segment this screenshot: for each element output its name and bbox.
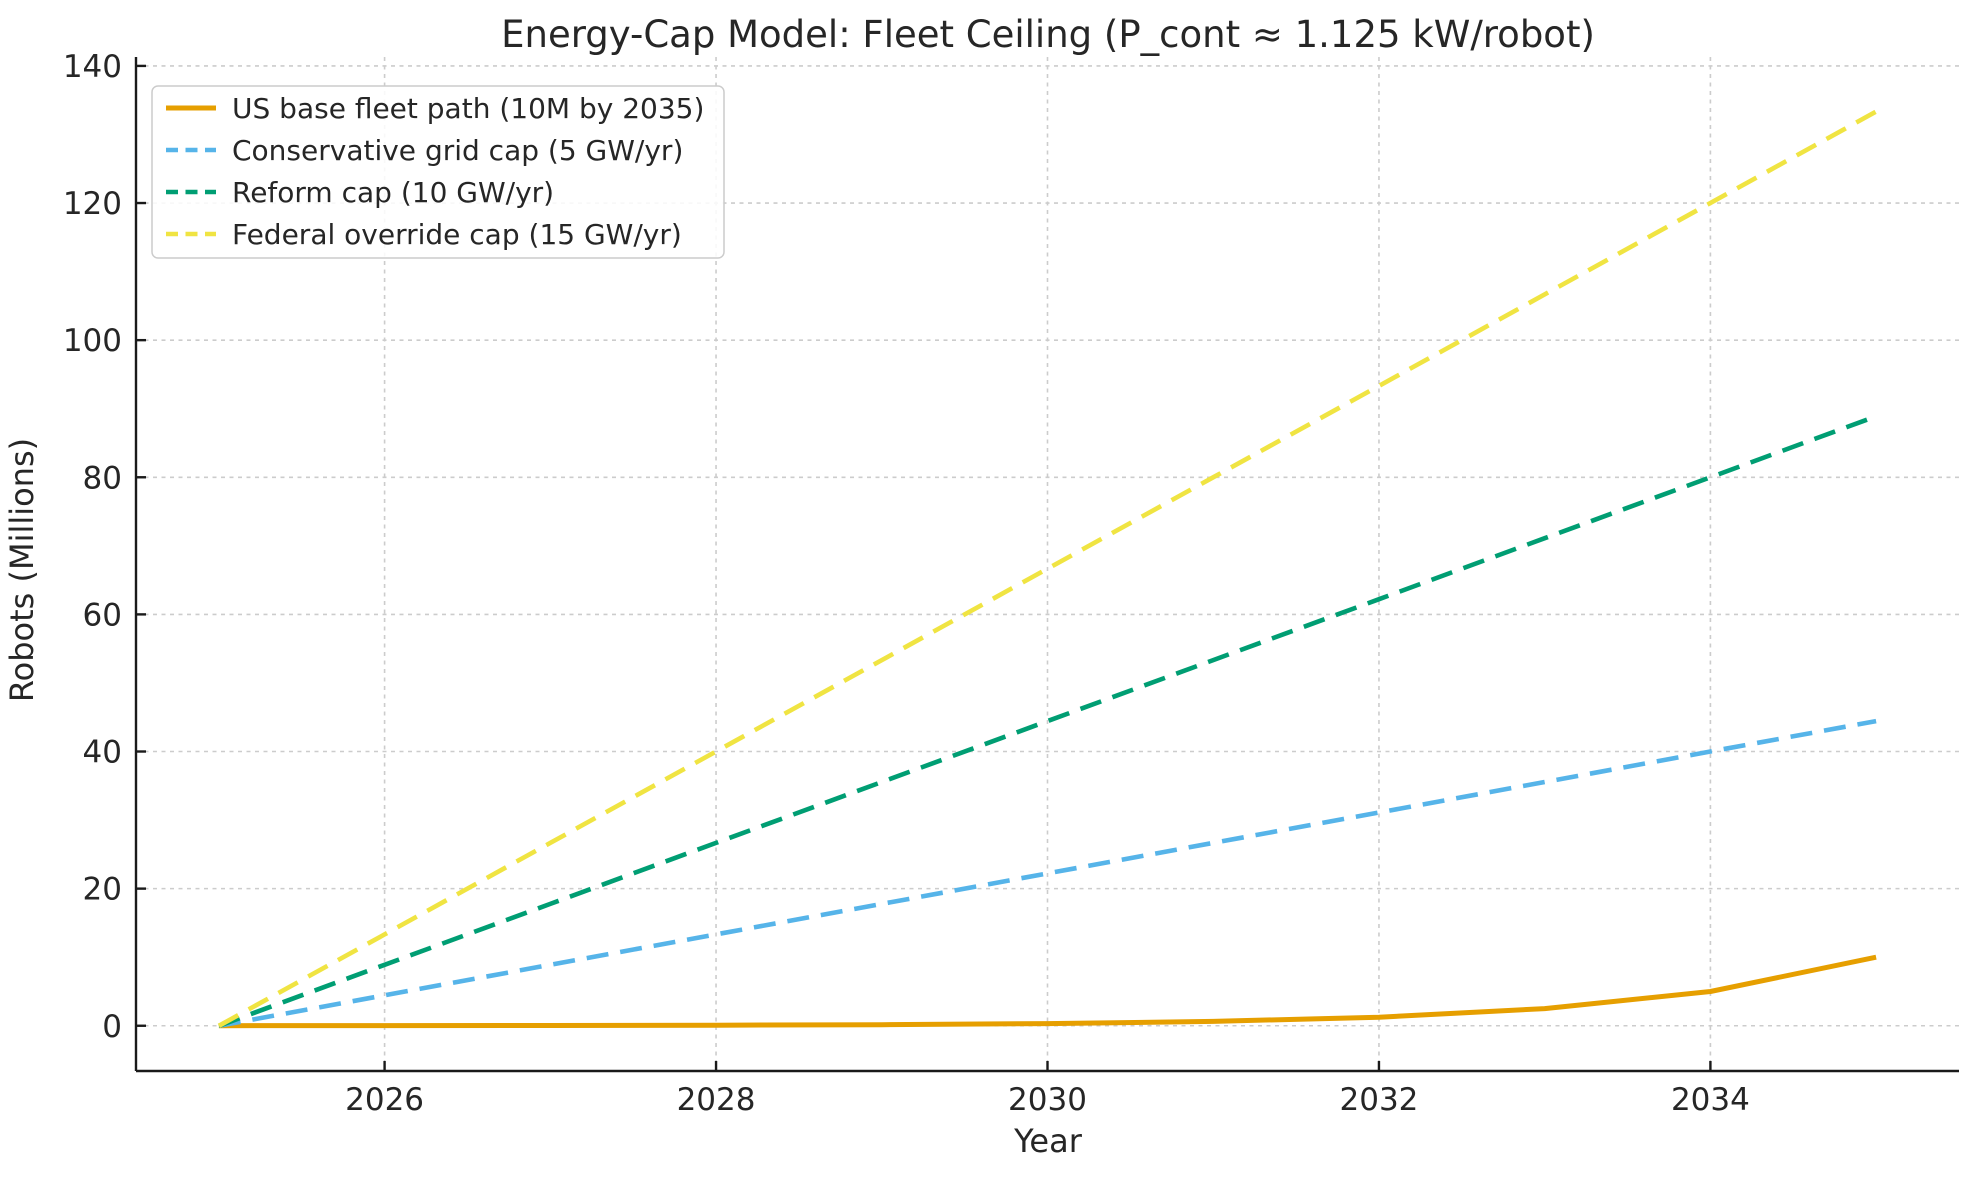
y-tick-label-40: 40 xyxy=(83,735,122,771)
x-tick-label-2032: 2032 xyxy=(1340,1082,1419,1118)
x-tick-label-2034: 2034 xyxy=(1671,1082,1750,1118)
legend-label-1: Conservative grid cap (5 GW/yr) xyxy=(232,134,683,167)
y-tick-label-60: 60 xyxy=(83,597,122,633)
y-tick-label-120: 120 xyxy=(63,186,122,222)
y-axis-label: Robots (Millions) xyxy=(3,438,41,702)
legend: US base fleet path (10M by 2035) Conserva… xyxy=(151,85,725,259)
legend-label-0: US base fleet path (10M by 2035) xyxy=(232,92,704,125)
legend-label-3: Federal override cap (15 GW/yr) xyxy=(232,218,682,251)
series-line-2 xyxy=(218,414,1877,1028)
y-tick-label-100: 100 xyxy=(63,323,122,359)
y-tick-label-20: 20 xyxy=(83,872,122,908)
y-tick-label-80: 80 xyxy=(83,460,122,496)
series-line-1 xyxy=(218,718,1877,1029)
x-tick-label-2026: 2026 xyxy=(345,1082,424,1118)
legend-box xyxy=(151,85,725,259)
chart-title: Energy-Cap Model: Fleet Ceiling (P_cont … xyxy=(501,13,1595,56)
y-tick-label-140: 140 xyxy=(63,49,122,85)
series-line-0 xyxy=(218,954,1877,1029)
x-tick-label-2028: 2028 xyxy=(677,1082,756,1118)
legend-label-2: Reform cap (10 GW/yr) xyxy=(232,176,554,209)
y-tick-label-0: 0 xyxy=(102,1009,122,1045)
x-axis-label: Year xyxy=(1013,1122,1083,1160)
series-line-3 xyxy=(217,109,1878,1028)
x-tick-label-2030: 2030 xyxy=(1008,1082,1087,1118)
plot-area: 2026 2028 2030 2032 2034 0 20 40 60 80 100 120 140 US… xyxy=(63,49,1959,1118)
